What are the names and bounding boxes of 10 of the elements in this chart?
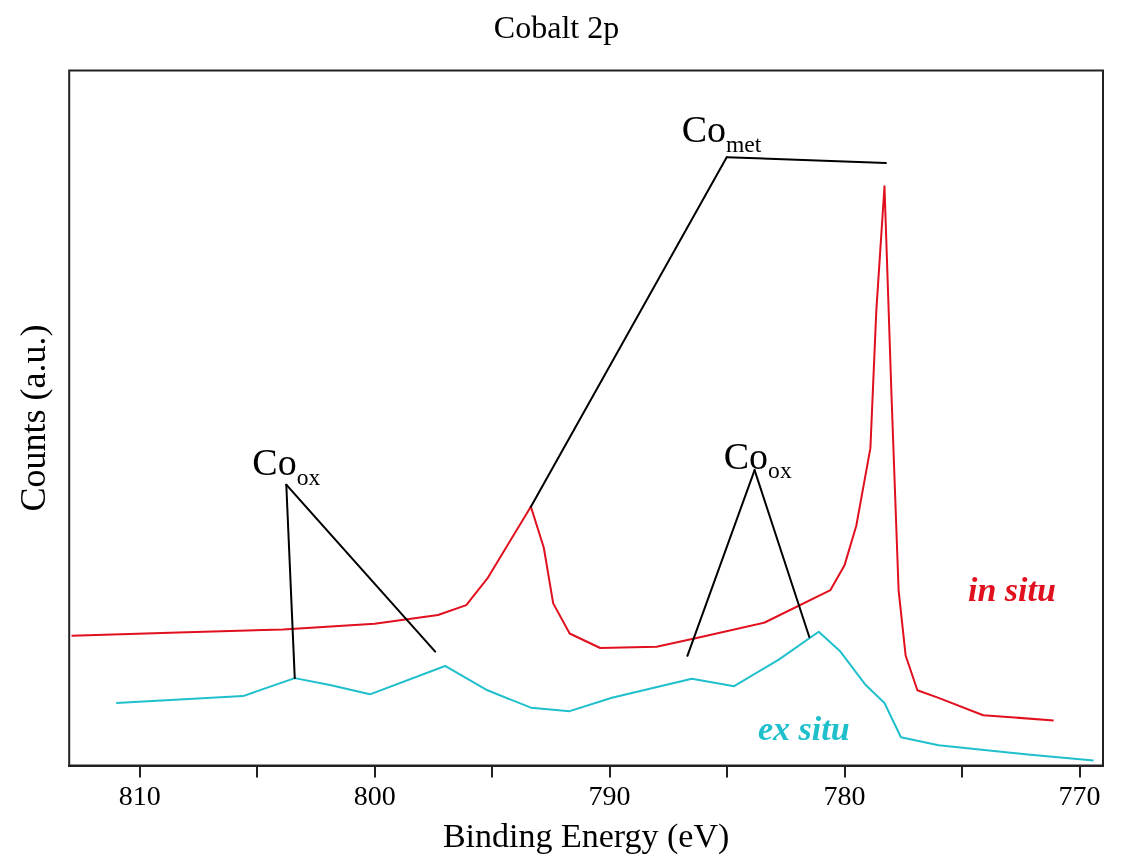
x-axis-title: Binding Energy (eV) xyxy=(442,816,730,855)
x-tick-label: 780 xyxy=(823,779,866,811)
series-label: ex situ xyxy=(758,709,850,747)
x-tick-label: 790 xyxy=(588,779,631,811)
y-axis-title: Counts (a.u.) xyxy=(13,324,54,512)
series-label: in situ xyxy=(968,570,1056,608)
x-tick-label: 770 xyxy=(1058,779,1101,811)
x-tick-label: 810 xyxy=(118,779,161,811)
chart-title: Cobalt 2p xyxy=(493,8,620,45)
x-tick-label: 800 xyxy=(353,779,396,811)
